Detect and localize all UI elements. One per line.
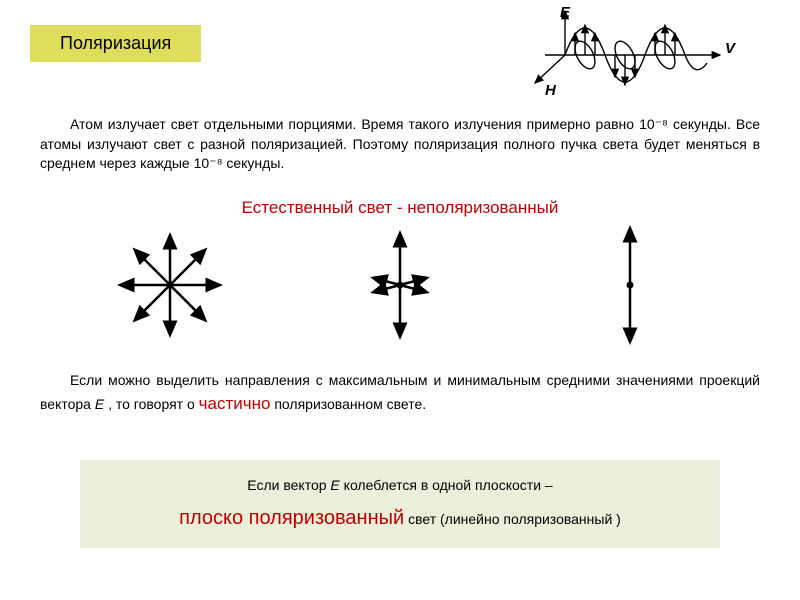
bottom-line1-vector: E [330,477,339,493]
polarization-diagrams-row [0,225,800,345]
bottom-line2-highlight: плоско поляризованный [179,507,404,529]
bottom-definition-box: Если вектор E колеблется в одной плоскос… [80,460,720,548]
title-box: Поляризация [30,25,201,62]
unpolarized-diagram [110,225,230,345]
natural-light-text: Естественный свет - неполяризованный [242,198,559,217]
natural-light-caption: Естественный свет - неполяризованный [0,198,800,218]
para2-partial: частично [199,394,271,413]
bottom-line1-pre: Если вектор [247,477,330,493]
paragraph-1-text: Атом излучает свет отдельными порциями. … [40,116,760,171]
wave-label-v: V [725,40,737,57]
wave-label-e: E [560,5,571,21]
paragraph-2: Если можно выделить направления с максим… [40,370,760,417]
para2-mid: , то говорят о [104,396,198,412]
linear-polarized-diagram [570,225,690,345]
bottom-line2-rest: свет (линейно поляризованный ) [404,511,621,527]
para2-vector: E [95,396,104,412]
bottom-line-1: Если вектор E колеблется в одной плоскос… [100,474,700,496]
bottom-line-2: плоско поляризованный свет (линейно поля… [100,502,700,534]
wave-label-h: H [545,82,557,99]
partial-polarized-diagram [340,225,460,345]
paragraph-1: Атом излучает свет отдельными порциями. … [40,115,760,174]
em-wave-diagram: E H V [510,5,740,103]
em-wave-svg: E H V [510,5,740,100]
bottom-line1-post: колеблется в одной плоскости – [340,477,553,493]
para2-post: поляризованном свете. [270,396,426,412]
title-text: Поляризация [60,33,171,53]
